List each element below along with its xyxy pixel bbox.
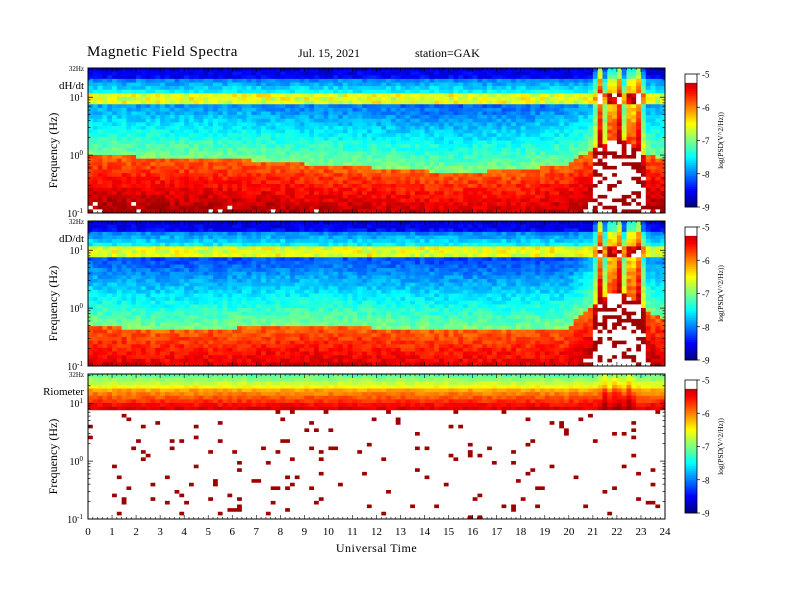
- top-frequency-label: 32Hz: [69, 371, 84, 379]
- x-tick-label: 7: [254, 526, 260, 538]
- spectrogram-image: [88, 374, 666, 520]
- colorbar-tick-label: -7: [702, 289, 710, 299]
- page-title: Magnetic Field Spectra: [87, 44, 238, 60]
- y-tick-label: 10-1: [67, 513, 83, 526]
- x-tick-label: 0: [85, 526, 91, 538]
- x-tick-label: 12: [371, 526, 382, 538]
- colorbar: -5 -6 -7 -8 -9 log(PSD(V^2/Hz)): [684, 376, 725, 519]
- colorbar: -5 -6 -7 -8 -9 log(PSD(V^2/Hz)): [684, 223, 725, 366]
- x-tick-label: 1: [109, 526, 115, 538]
- y-tick-label: 101: [70, 91, 84, 104]
- x-tick-label: 5: [205, 526, 211, 538]
- x-tick-label: 2: [133, 526, 139, 538]
- x-tick-label: 23: [635, 526, 647, 538]
- colorbar-tick-label: -8: [702, 322, 710, 332]
- colorbar-tick-label: -8: [702, 169, 710, 179]
- colorbar-tick-label: -5: [702, 70, 710, 80]
- colorbar: -5 -6 -7 -8 -9 log(PSD(V^2/Hz)): [684, 70, 725, 213]
- y-axis-label: Frequency (Hz): [46, 113, 60, 189]
- y-tick-label: 101: [70, 397, 84, 410]
- colorbar-tick-label: -5: [702, 223, 710, 233]
- x-tick-label: 24: [660, 526, 672, 538]
- top-frequency-label: 32Hz: [69, 65, 84, 73]
- spectrogram-image: [88, 221, 666, 367]
- x-tick-label: 13: [395, 526, 407, 538]
- top-frequency-label: 32Hz: [69, 218, 84, 226]
- x-tick-label: 3: [157, 526, 163, 538]
- colorbar-tick-label: -9: [702, 509, 710, 519]
- colorbar-tick-label: -6: [702, 256, 710, 266]
- date-label: Jul. 15, 2021: [298, 46, 361, 60]
- x-tick-label: 9: [302, 526, 308, 538]
- x-tick-label: 15: [443, 526, 455, 538]
- colorbar-tick-label: -7: [702, 136, 710, 146]
- x-tick-label: 20: [563, 526, 575, 538]
- y-axis-label: Frequency (Hz): [46, 266, 60, 342]
- colorbar-label: log(PSD(V^2/Hz)): [716, 112, 725, 169]
- colorbar-tick-label: -6: [702, 409, 710, 419]
- station-label: station=GAK: [415, 46, 480, 60]
- y-tick-label: 100: [70, 149, 84, 162]
- colorbar-tick-label: -5: [702, 376, 710, 386]
- y-tick-label: 100: [70, 302, 84, 315]
- y-tick-label: 10-1: [67, 207, 83, 220]
- x-tick-label: 4: [181, 526, 187, 538]
- y-tick-label: 100: [70, 455, 84, 468]
- x-tick-label: 6: [230, 526, 236, 538]
- colorbar-tick-label: -9: [702, 203, 710, 213]
- y-tick-label: 10-1: [67, 360, 83, 373]
- x-tick-label: 21: [587, 526, 598, 538]
- x-tick-label: 10: [323, 526, 335, 538]
- x-tick-label: 11: [347, 526, 358, 538]
- colorbar-tick-label: -9: [702, 356, 710, 366]
- panel-3: 101 100 10-1 32Hz Riometer Frequency (Hz) -5 -6…: [43, 371, 725, 526]
- x-tick-label: 18: [515, 526, 527, 538]
- spectrogram-image: [88, 68, 666, 214]
- panel-label: dH/dt: [59, 80, 84, 92]
- colorbar-label: log(PSD(V^2/Hz)): [716, 265, 725, 322]
- panel-label: dD/dt: [59, 233, 84, 245]
- y-axis-label: Frequency (Hz): [46, 419, 60, 495]
- x-tick-label: 17: [491, 526, 503, 538]
- x-tick-label: 22: [611, 526, 622, 538]
- x-tick-label: 14: [419, 526, 431, 538]
- panel-label: Riometer: [43, 386, 84, 398]
- y-tick-label: 101: [70, 244, 84, 257]
- colorbar-label: log(PSD(V^2/Hz)): [716, 418, 725, 475]
- x-axis-label: Universal Time: [336, 541, 417, 555]
- x-tick-label: 16: [467, 526, 479, 538]
- x-tick-label: 19: [539, 526, 551, 538]
- colorbar-tick-label: -6: [702, 103, 710, 113]
- colorbar-tick-label: -8: [702, 475, 710, 485]
- x-tick-label: 8: [278, 526, 284, 538]
- colorbar-tick-label: -7: [702, 442, 710, 452]
